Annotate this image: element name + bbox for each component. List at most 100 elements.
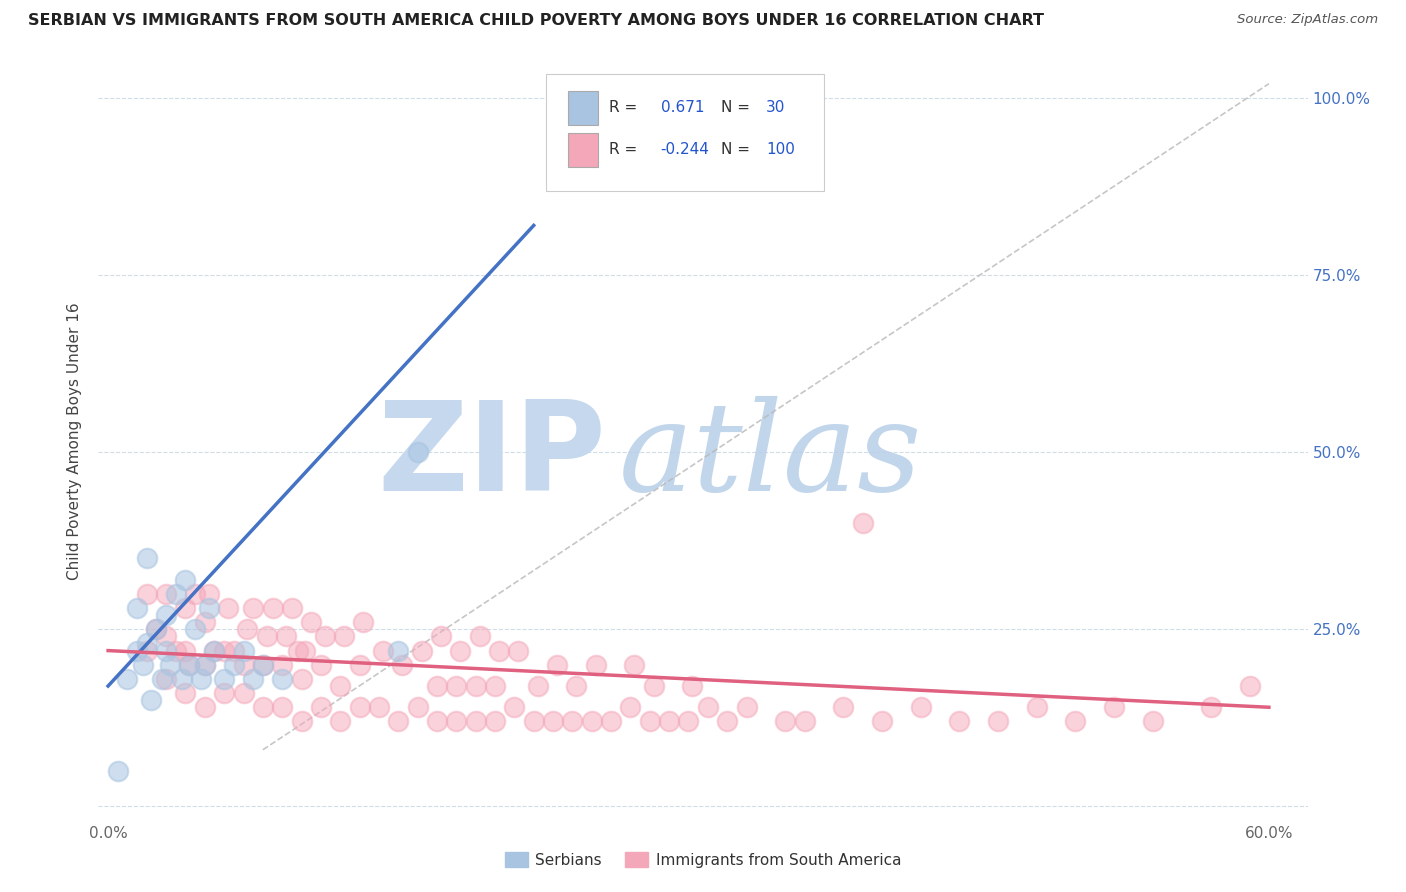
Point [484, 714, 506, 729]
Point [1025, 700, 1047, 714]
Point [716, 714, 738, 729]
Point [309, 700, 332, 714]
Point [546, 657, 568, 672]
Point [117, 672, 139, 686]
Point [174, 686, 197, 700]
Text: Source: ZipAtlas.com: Source: ZipAtlas.com [1237, 13, 1378, 27]
Point [165, 587, 187, 601]
Point [832, 700, 855, 714]
Point [329, 679, 352, 693]
Point [411, 643, 433, 657]
Point [406, 445, 429, 459]
Point [468, 629, 491, 643]
Point [135, 643, 157, 657]
Point [371, 643, 394, 657]
Point [638, 714, 661, 729]
Point [194, 615, 217, 630]
Point [430, 629, 453, 643]
FancyBboxPatch shape [568, 133, 598, 167]
Point [329, 714, 352, 729]
Point [232, 643, 254, 657]
Point [262, 601, 284, 615]
Point [252, 657, 274, 672]
Point [406, 700, 429, 714]
Point [290, 714, 312, 729]
Point [735, 700, 758, 714]
Point [107, 764, 129, 778]
Point [287, 643, 309, 657]
Point [681, 679, 703, 693]
Point [252, 700, 274, 714]
Point [314, 629, 336, 643]
Point [565, 679, 588, 693]
Point [165, 643, 187, 657]
Point [1102, 700, 1125, 714]
Point [150, 672, 173, 686]
Point [217, 601, 239, 615]
Point [132, 657, 155, 672]
Point [910, 700, 932, 714]
Point [179, 657, 201, 672]
Point [299, 615, 322, 630]
Point [145, 623, 167, 637]
Point [523, 714, 546, 729]
Point [387, 643, 409, 657]
Point [464, 714, 486, 729]
Point [508, 643, 530, 657]
Point [349, 657, 371, 672]
Text: R =: R = [609, 101, 637, 115]
Point [232, 686, 254, 700]
Point [387, 714, 409, 729]
Point [194, 700, 217, 714]
FancyBboxPatch shape [568, 91, 598, 125]
Point [503, 700, 526, 714]
Point [252, 657, 274, 672]
Point [194, 657, 217, 672]
Point [145, 623, 167, 637]
Point [197, 587, 219, 601]
Point [194, 657, 217, 672]
Point [449, 643, 471, 657]
Point [1239, 679, 1261, 693]
Point [349, 700, 371, 714]
Point [184, 587, 207, 601]
Point [353, 615, 375, 630]
Point [658, 714, 681, 729]
Legend: Serbians, Immigrants from South America: Serbians, Immigrants from South America [499, 846, 907, 873]
Y-axis label: Child Poverty Among Boys Under 16: Child Poverty Among Boys Under 16 [67, 302, 83, 581]
Point [948, 714, 970, 729]
Point [242, 672, 264, 686]
Point [541, 714, 564, 729]
Point [135, 587, 157, 601]
Text: -0.244: -0.244 [661, 142, 710, 157]
Point [190, 672, 212, 686]
Point [127, 643, 149, 657]
Point [484, 679, 506, 693]
Point [368, 700, 391, 714]
Point [1199, 700, 1222, 714]
Point [271, 700, 294, 714]
Point [446, 714, 468, 729]
Point [212, 643, 235, 657]
Point [174, 573, 197, 587]
Text: 100: 100 [766, 142, 794, 157]
Point [426, 679, 449, 693]
Point [271, 672, 294, 686]
Point [179, 657, 201, 672]
Point [222, 657, 245, 672]
Point [870, 714, 893, 729]
Point [309, 657, 332, 672]
Point [773, 714, 796, 729]
Text: N =: N = [721, 142, 751, 157]
Point [446, 679, 468, 693]
Point [155, 629, 177, 643]
Point [678, 714, 700, 729]
Point [852, 516, 875, 530]
Text: ZIP: ZIP [378, 396, 606, 517]
Point [212, 672, 235, 686]
Point [174, 601, 197, 615]
Text: SERBIAN VS IMMIGRANTS FROM SOUTH AMERICA CHILD POVERTY AMONG BOYS UNDER 16 CORRE: SERBIAN VS IMMIGRANTS FROM SOUTH AMERICA… [28, 13, 1045, 29]
Point [987, 714, 1010, 729]
Point [170, 672, 193, 686]
Point [643, 679, 665, 693]
